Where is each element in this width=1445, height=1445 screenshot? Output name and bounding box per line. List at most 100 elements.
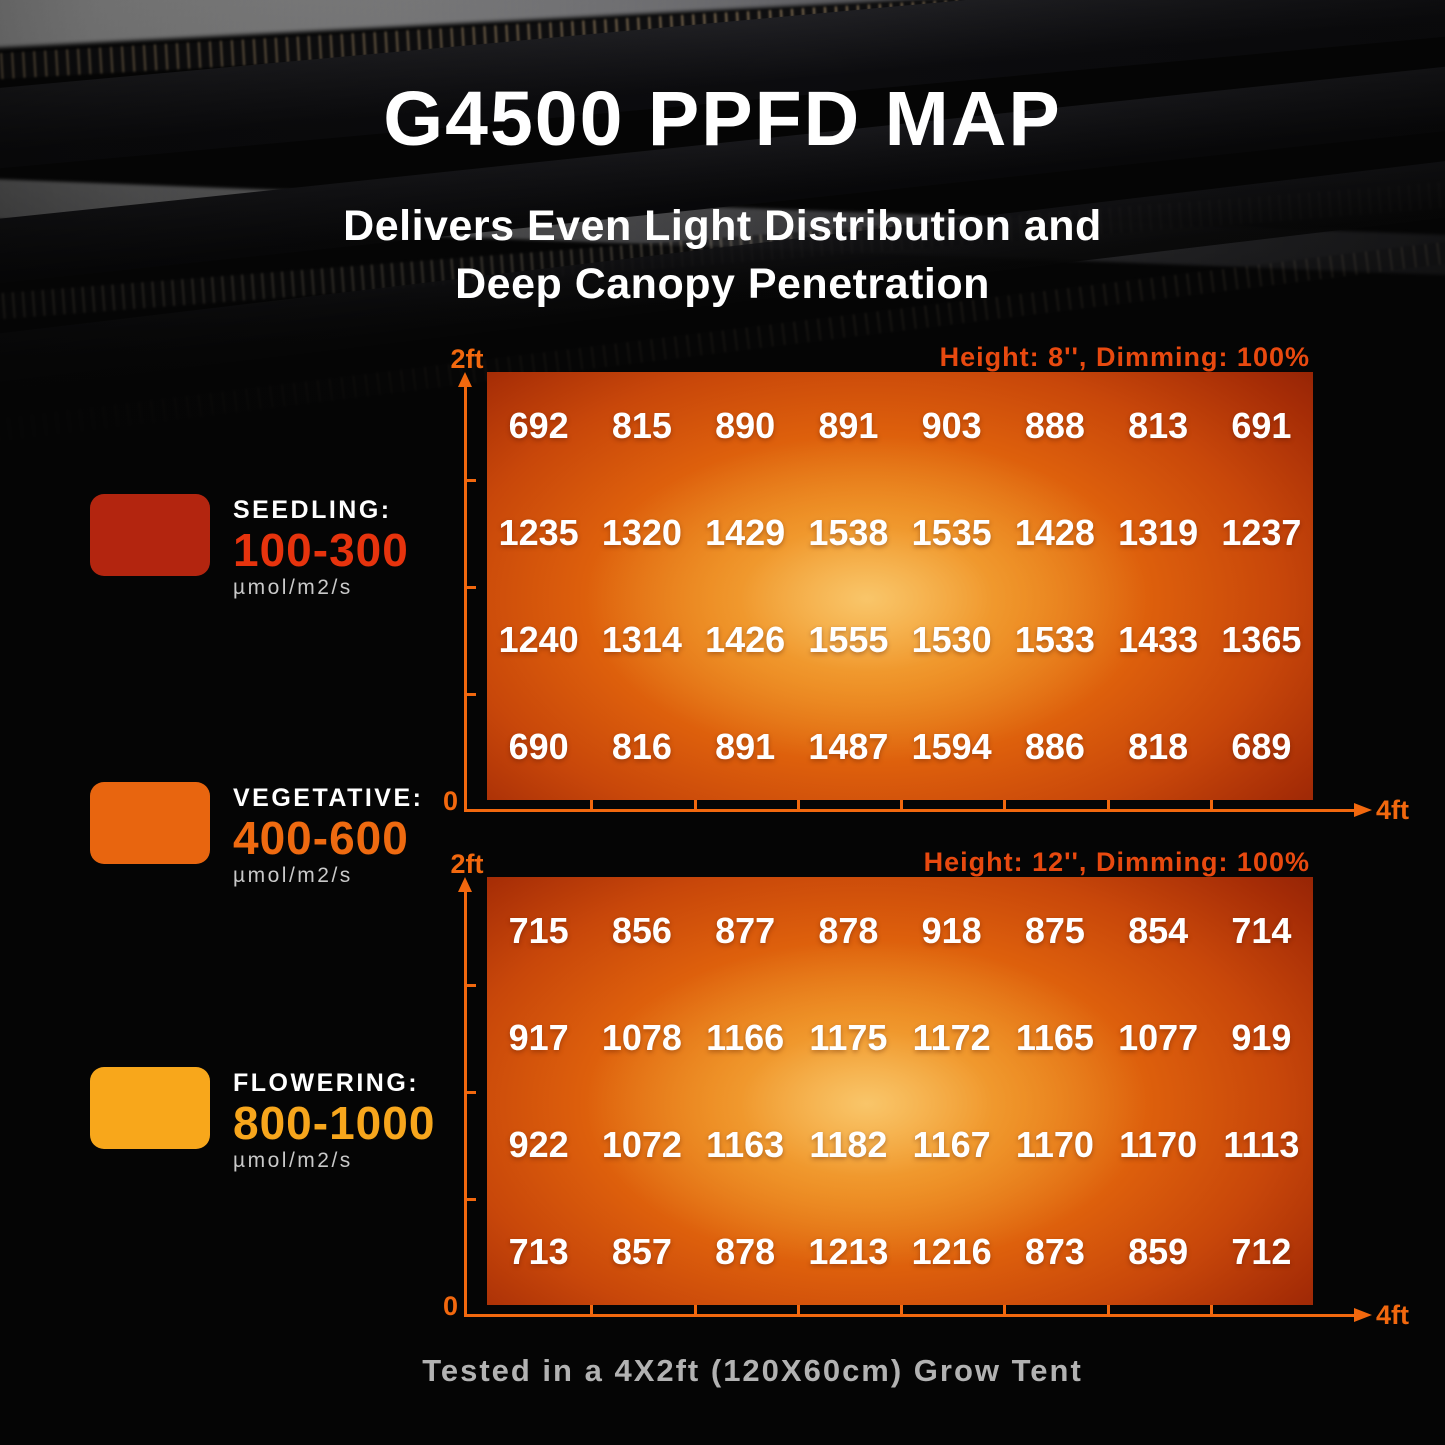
ppfd-value: 692 — [508, 404, 569, 446]
ppfd-value: 1182 — [809, 1123, 888, 1165]
ppfd-value: 1535 — [911, 511, 992, 553]
ppfd-value: 917 — [508, 1016, 569, 1058]
ppfd-value: 713 — [508, 1230, 569, 1272]
ppfd-value: 856 — [611, 909, 672, 951]
ppfd-value: 1170 — [1015, 1123, 1094, 1165]
y-axis — [458, 877, 472, 1317]
axis-origin-label: 0 — [443, 786, 459, 816]
x-axis-tick — [1106, 1305, 1110, 1317]
ppfd-unit: µmol/m2/s — [233, 864, 353, 887]
y-axis-tick — [464, 984, 476, 987]
ppfd-unit: µmol/m2/s — [233, 576, 353, 599]
x-axis — [467, 803, 1372, 817]
x-axis-tick — [1209, 800, 1213, 812]
ppfd-value: 815 — [611, 404, 672, 446]
ppfd-value: 1533 — [1014, 618, 1095, 660]
ppfd-value: 1530 — [911, 618, 992, 660]
x-axis-tick — [693, 800, 697, 812]
ppfd-value: 1165 — [1015, 1016, 1094, 1058]
ppfd-value: 886 — [1024, 725, 1085, 767]
x-axis-tick — [796, 800, 800, 812]
ppfd-value: 1077 — [1118, 1016, 1199, 1058]
legend-text: SEEDLING: 100-300 µmol/m2/s — [233, 494, 409, 600]
ppfd-value: 690 — [508, 725, 569, 767]
ppfd-value: 1170 — [1119, 1123, 1198, 1165]
x-axis-tick — [900, 800, 903, 812]
vegetative-color-swatch — [90, 782, 210, 864]
x-axis-max-label: 4ft — [1376, 1300, 1409, 1330]
ppfd-value: 1365 — [1221, 618, 1302, 660]
ppfd-value: 1487 — [808, 725, 889, 767]
ppfd-value: 873 — [1024, 1230, 1085, 1272]
ppfd-value: 1235 — [498, 511, 579, 553]
flowering-color-swatch — [90, 1067, 210, 1149]
y-axis-max-label: 2ft — [450, 849, 484, 879]
ppfd-heatmap: 692 815 890 891 903 888 813 691 1235 1320 1429 1538… — [464, 372, 1313, 812]
x-axis-tick — [590, 1305, 594, 1317]
ppfd-value: 1240 — [498, 618, 579, 660]
ppfd-value: 1319 — [1118, 511, 1199, 553]
ppfd-value: 818 — [1128, 725, 1189, 767]
ppfd-value: 891 — [818, 404, 879, 446]
y-axis-tick — [464, 1091, 476, 1094]
x-axis-tick — [590, 800, 594, 812]
axis-origin-label: 0 — [443, 1291, 459, 1321]
ppfd-value: 891 — [715, 725, 776, 767]
ppfd-value: 1433 — [1118, 618, 1199, 660]
stage-label: VEGETATIVE: — [233, 784, 424, 812]
x-axis-tick — [1209, 1305, 1213, 1317]
legend-text: FLOWERING: 800-1000 µmol/m2/s — [233, 1067, 435, 1173]
legend-text: VEGETATIVE: 400-600 µmol/m2/s — [233, 782, 423, 888]
ppfd-value: 1237 — [1221, 511, 1302, 553]
y-axis-tick — [464, 586, 476, 589]
x-axis-tick — [900, 1305, 903, 1317]
ppfd-value: 1172 — [912, 1016, 991, 1058]
y-axis — [458, 372, 472, 812]
y-axis-tick — [464, 693, 476, 696]
ppfd-value: 712 — [1231, 1230, 1292, 1272]
test-conditions-note: Tested in a 4X2ft (120X60cm) Grow Tent — [422, 1353, 1083, 1388]
ppfd-value: 1175 — [809, 1016, 888, 1058]
ppfd-map-8in: Height: 8'', Dimming: 100% 2ft 692 815 890… — [0, 342, 1445, 862]
subtitle-line-1: Delivers Even Light Distribution and — [343, 202, 1102, 250]
ppfd-unit: µmol/m2/s — [233, 1149, 353, 1172]
ppfd-value: 1555 — [808, 618, 889, 660]
legend-item-seedling: SEEDLING: 100-300 µmol/m2/s — [90, 494, 409, 600]
ppfd-value: 919 — [1231, 1016, 1292, 1058]
page-subtitle: Delivers Even Light Distribution and Dee… — [0, 197, 1445, 313]
y-axis-max-label: 2ft — [450, 344, 484, 374]
x-axis-tick — [1106, 800, 1110, 812]
ppfd-value: 890 — [715, 404, 776, 446]
page-title: G4500 PPFD MAP — [383, 76, 1062, 162]
ppfd-value: 714 — [1231, 909, 1292, 951]
x-axis — [467, 1308, 1372, 1322]
ppfd-value: 1213 — [808, 1230, 889, 1272]
ppfd-value: 857 — [611, 1230, 672, 1272]
ppfd-value: 1113 — [1223, 1123, 1300, 1165]
ppfd-value: 691 — [1231, 404, 1292, 446]
legend-item-flowering: FLOWERING: 800-1000 µmol/m2/s — [90, 1067, 435, 1173]
ppfd-value: 715 — [508, 909, 569, 951]
ppfd-value: 878 — [818, 909, 879, 951]
chart-condition-label: Height: 12'', Dimming: 100% — [923, 847, 1310, 877]
ppfd-value: 1166 — [706, 1016, 785, 1058]
x-axis-tick — [1003, 800, 1007, 812]
ppfd-value: 1314 — [601, 618, 682, 660]
ppfd-value: 878 — [715, 1230, 776, 1272]
chart-condition-label: Height: 8'', Dimming: 100% — [939, 342, 1310, 372]
ppfd-value: 1072 — [601, 1123, 682, 1165]
ppfd-value: 877 — [715, 909, 776, 951]
ppfd-value: 1429 — [705, 511, 786, 553]
ppfd-value: 1428 — [1014, 511, 1095, 553]
ppfd-value: 813 — [1128, 404, 1189, 446]
ppfd-range: 400-600 — [233, 812, 409, 864]
ppfd-value: 922 — [508, 1123, 569, 1165]
ppfd-value: 875 — [1024, 909, 1085, 951]
ppfd-value: 888 — [1024, 404, 1085, 446]
subtitle-line-2: Deep Canopy Penetration — [455, 260, 990, 308]
ppfd-heatmap: 715 856 877 878 918 875 854 714 917 1078 1166 1175 1… — [464, 877, 1313, 1317]
x-axis-tick — [796, 1305, 800, 1317]
seedling-color-swatch — [90, 494, 210, 576]
ppfd-value: 854 — [1128, 909, 1189, 951]
